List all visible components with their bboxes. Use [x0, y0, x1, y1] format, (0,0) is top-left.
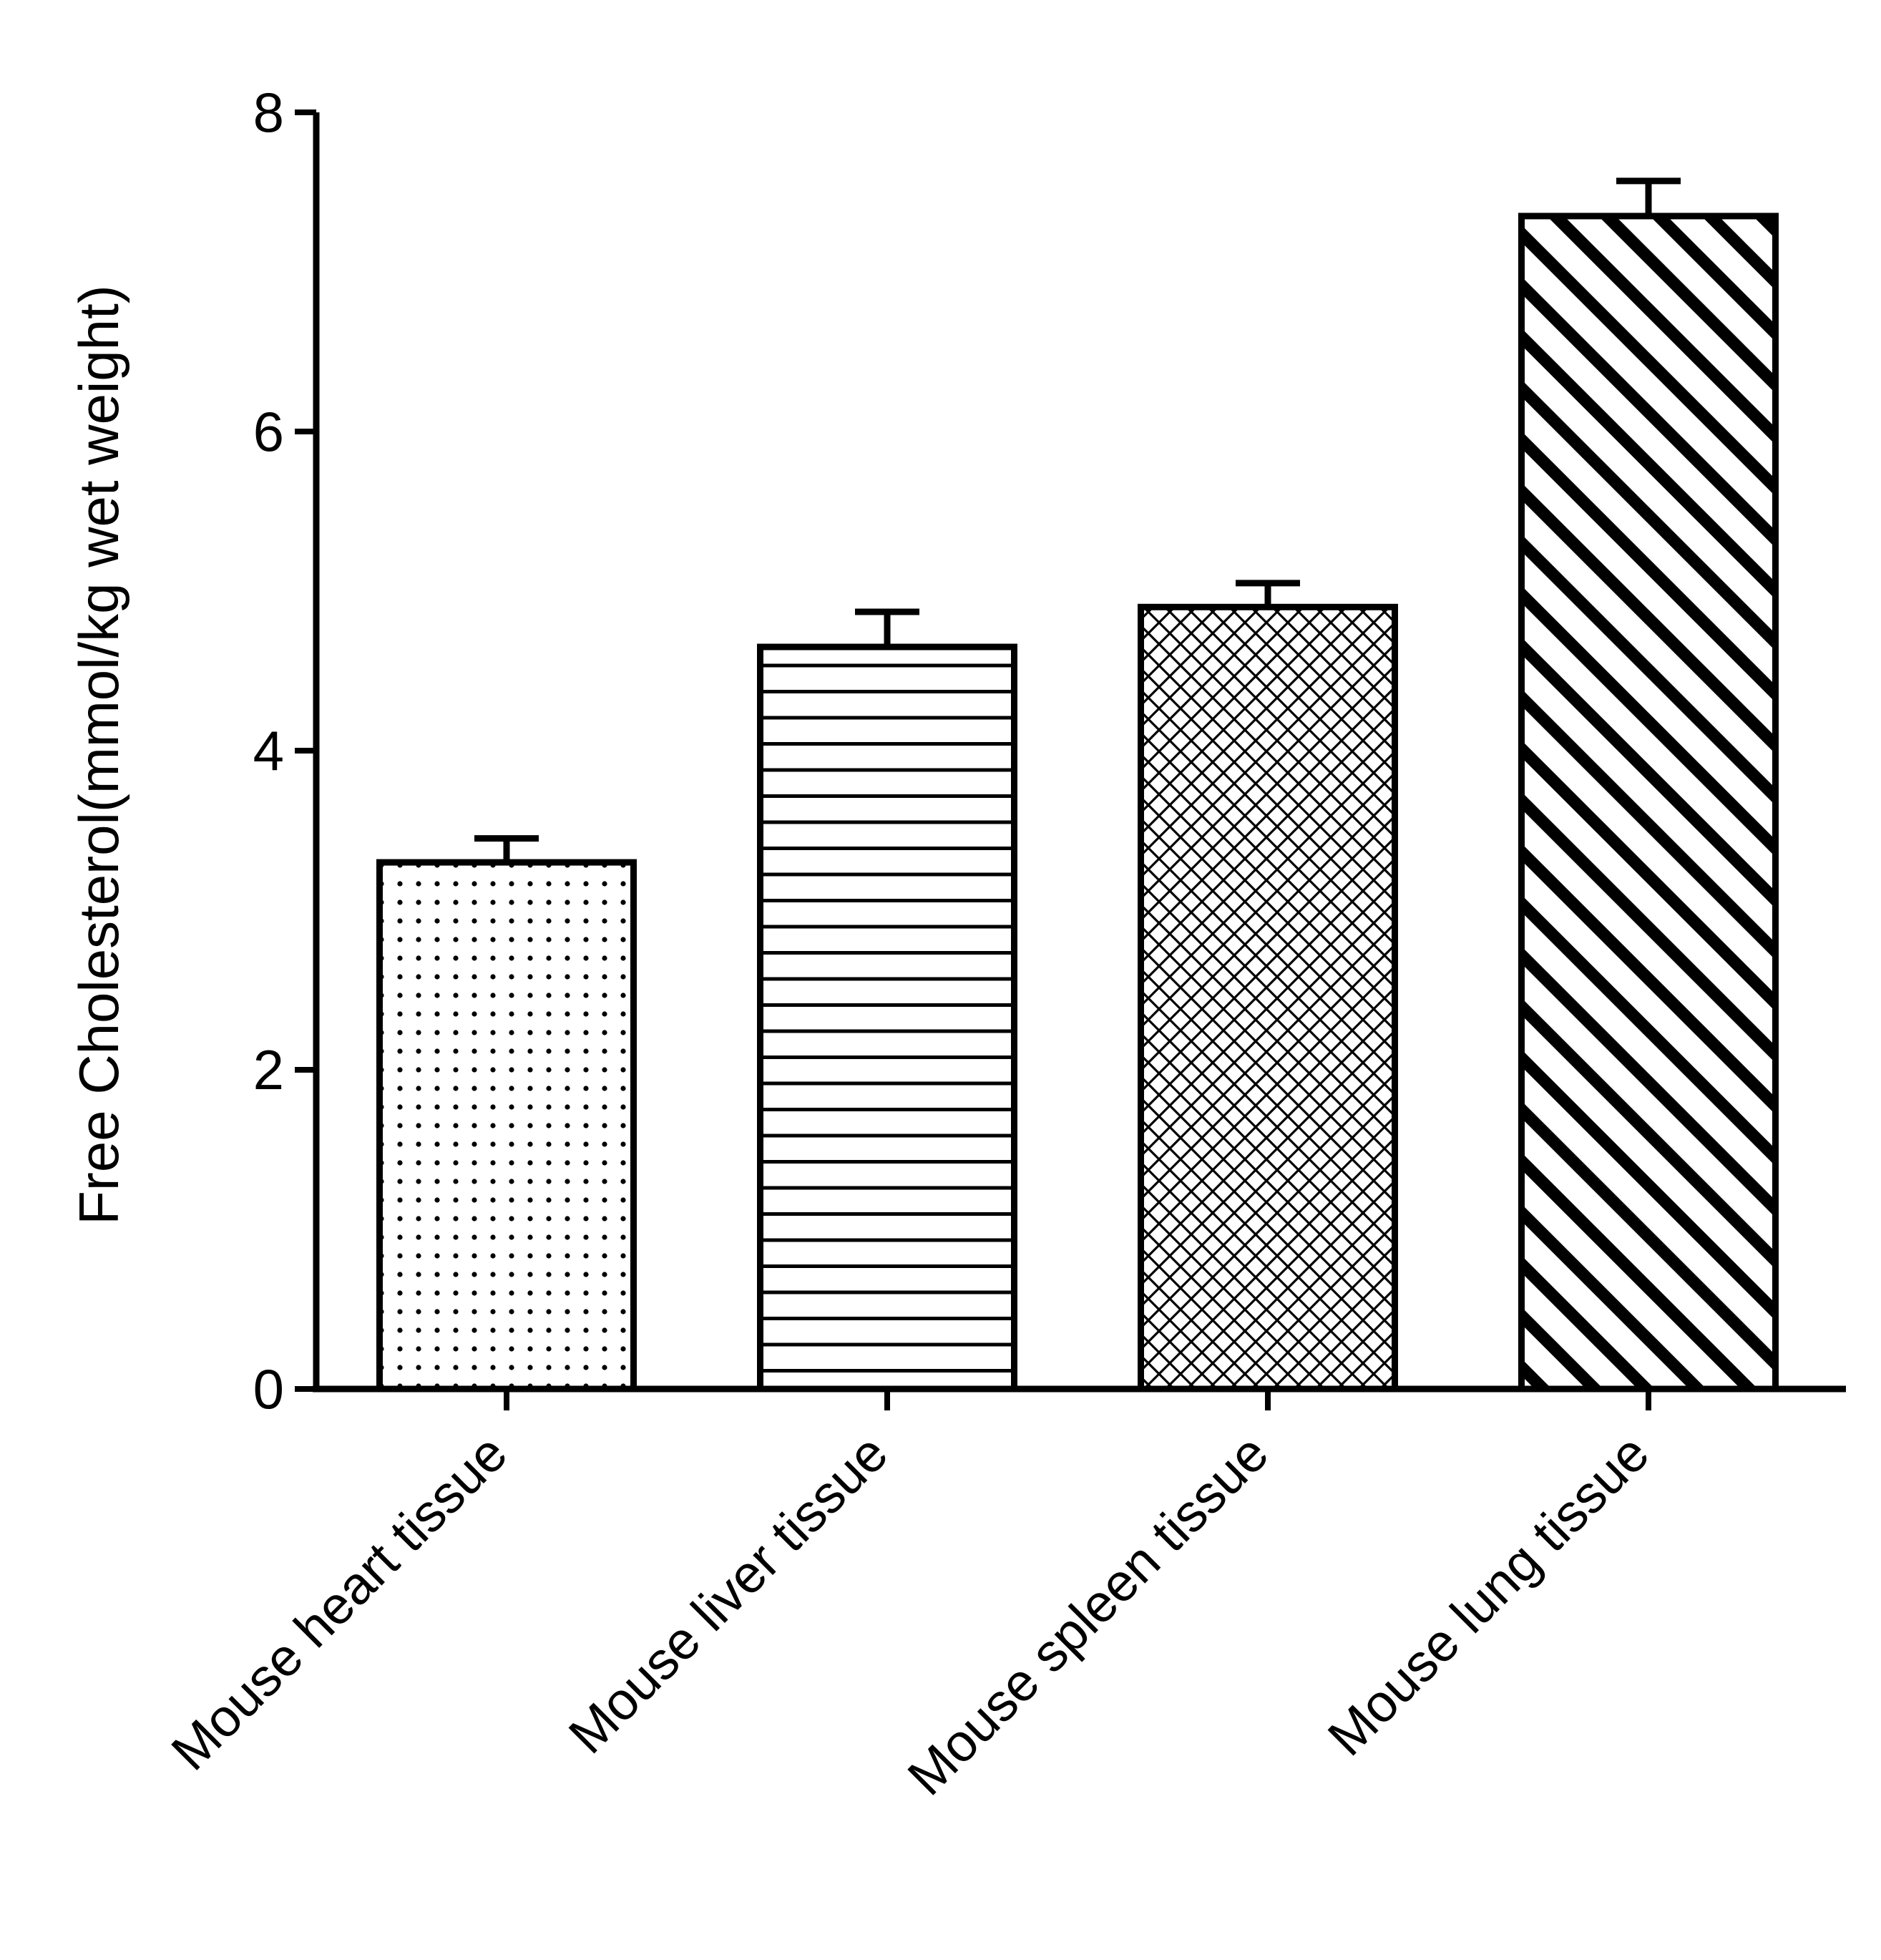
category-label-3: Mouse spleen tissue: [896, 1423, 1280, 1807]
error-bars-layer: [474, 177, 1681, 863]
bar-2: [757, 643, 1017, 1393]
y-tick-label-8: 8: [253, 81, 284, 144]
category-label-2: Mouse liver tissue: [557, 1423, 899, 1765]
x-ticks-layer: [504, 1389, 1651, 1410]
y-axis-title: Free Cholesterol(mmol/kg wet weight): [67, 285, 130, 1224]
bars-layer: [376, 213, 1779, 1393]
y-tick-label-4: 4: [253, 719, 284, 782]
bar-3: [1138, 603, 1398, 1393]
category-label-1: Mouse heart tissue: [160, 1423, 519, 1782]
y-ticks-layer: 0 2 4 6 8: [253, 81, 316, 1420]
y-tick-label-0: 0: [253, 1357, 284, 1420]
category-label-4: Mouse lung tissue: [1316, 1423, 1660, 1767]
y-tick-label-2: 2: [253, 1038, 284, 1101]
category-labels-layer: Mouse heart tissue Mouse liver tissueMous…: [160, 1423, 1661, 1807]
bar-4: [1518, 213, 1779, 1393]
bar-1: [376, 859, 637, 1393]
y-tick-label-6: 6: [253, 400, 284, 463]
